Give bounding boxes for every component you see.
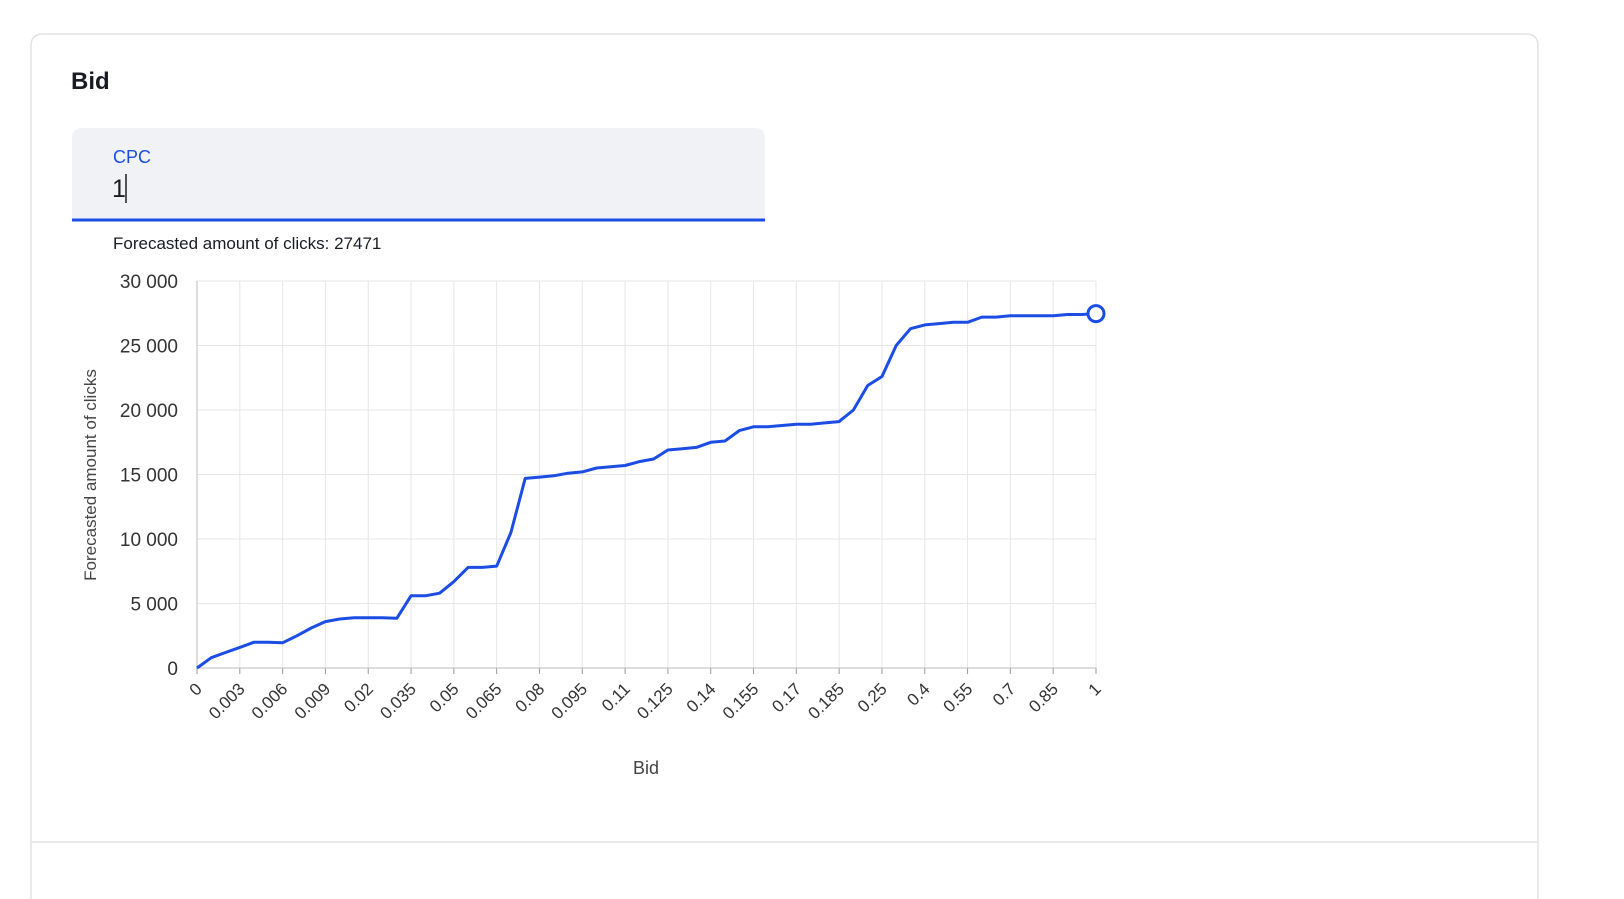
input-value[interactable]: 1 xyxy=(112,175,126,203)
line xyxy=(196,312,1097,670)
section-title: Bid xyxy=(71,68,110,95)
y-tick-label: 10 000 xyxy=(120,530,178,551)
y-tick-label: 25 000 xyxy=(120,337,178,358)
selected-point xyxy=(1086,304,1106,324)
y-tick-label: 20 000 xyxy=(120,401,178,422)
y-tick-label: 5 000 xyxy=(130,595,178,616)
input-label: CPC xyxy=(113,147,151,167)
y-tick-label: 15 000 xyxy=(120,466,178,487)
y-axis-title: Forecasted amount of clicks xyxy=(81,369,100,581)
x-axis-title: Bid xyxy=(633,758,659,778)
y-tick-label: 0 xyxy=(167,659,178,680)
cpc-input[interactable]: CPC 1 xyxy=(72,128,765,222)
y-tick-label: 30 000 xyxy=(120,272,178,293)
input-box[interactable] xyxy=(72,128,765,221)
card xyxy=(30,33,1539,899)
help-text: Forecasted amount of clicks: 27471 xyxy=(113,234,381,253)
